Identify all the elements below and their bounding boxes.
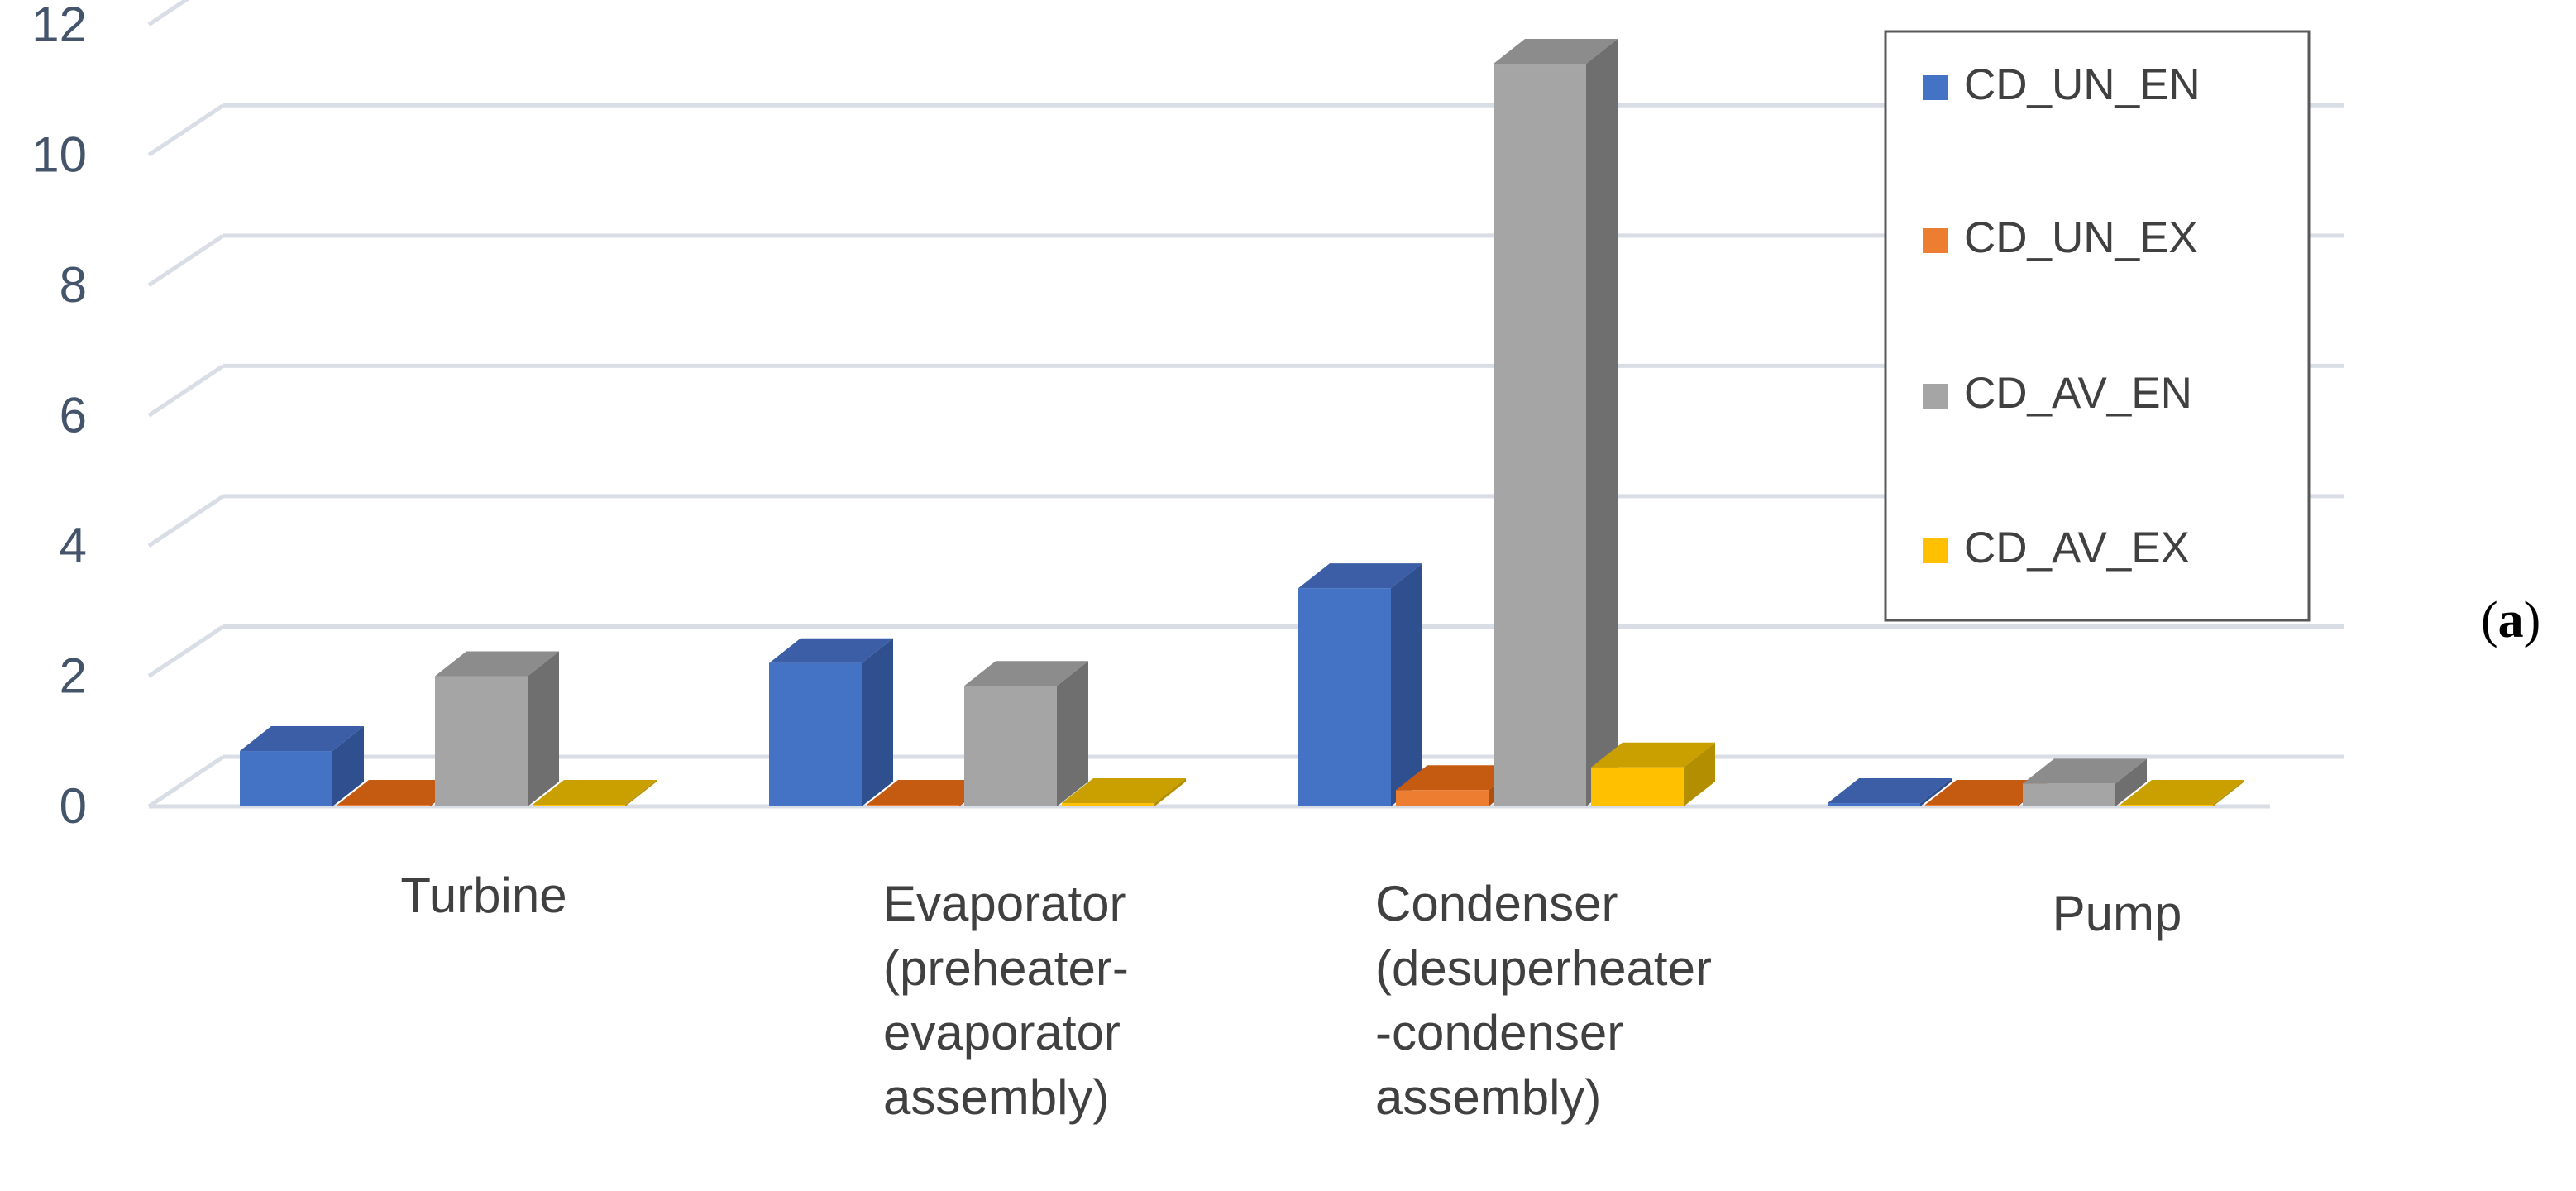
bar-top (240, 726, 364, 752)
bar-top (1396, 765, 1520, 791)
bar-top (1062, 778, 1186, 804)
bar-side (862, 638, 893, 806)
y-tick-label: 10 (31, 127, 87, 182)
bar-top (2023, 758, 2147, 784)
bar-top (435, 651, 559, 677)
bar-top (533, 780, 657, 805)
y-tick-label: 0 (60, 778, 87, 834)
bar-top (867, 780, 991, 805)
bar-front (964, 686, 1057, 806)
legend-swatch (1923, 538, 1948, 563)
bar-side (528, 651, 559, 806)
category-label: Pump (2053, 886, 2182, 941)
panel-label-letter: a (2498, 592, 2524, 648)
bar-top (1494, 39, 1618, 65)
panel-label-close: ) (2524, 592, 2541, 648)
bar-top (1298, 563, 1422, 589)
bar-cd-un-en (769, 638, 893, 806)
bar-front (1298, 588, 1391, 806)
bar-cd-av-ex (533, 780, 657, 806)
bar-top (964, 661, 1088, 686)
bar-cd-un-en (240, 726, 364, 806)
bar-side (2115, 758, 2147, 806)
category-label: -condenser (1375, 1005, 1623, 1060)
bar-side (1391, 563, 1422, 806)
bar-front (435, 676, 528, 806)
legend-box (1884, 30, 2311, 622)
legend-label: CD_AV_EX (1964, 524, 2190, 572)
bar-cd-av-ex (1062, 778, 1186, 806)
bar-top (337, 780, 461, 805)
bar-front (867, 805, 959, 806)
y-tick-label: 8 (60, 257, 87, 313)
y-axis-ticks: 0 2 4 6 8 10 12 (31, 0, 87, 834)
panel-label-text: (a) (2481, 592, 2540, 648)
panel-label: (a) (2481, 592, 2540, 648)
gridline-diagonal (147, 754, 225, 809)
category-labels: Turbine Evaporator (preheater-evaporator as… (400, 868, 2182, 1125)
bar-side (2213, 780, 2244, 806)
bar-top (1591, 742, 1715, 768)
bar-cd-av-en (2023, 758, 2147, 806)
bar-front (1062, 803, 1154, 806)
bar-front (337, 805, 430, 806)
category-label: Turbine (400, 868, 566, 923)
bar-side (1684, 742, 1715, 806)
y-tick-label: 6 (60, 387, 87, 442)
bar-top (769, 638, 893, 663)
bar-front (1494, 64, 1586, 806)
bar-top (2120, 780, 2244, 805)
legend-label: CD_AV_EN (1964, 369, 2192, 418)
bar-cd-un-en (1298, 563, 1422, 806)
legend-swatch (1923, 75, 1948, 100)
bar-front (769, 662, 862, 806)
gridline-diagonal (147, 103, 225, 157)
gridline-diagonal (147, 364, 225, 418)
bar-front (240, 751, 332, 806)
bar-side (1154, 778, 1186, 806)
gridline-diagonal (147, 0, 190, 26)
legend-swatch (1923, 228, 1948, 253)
y-tick-label: 12 (31, 0, 87, 52)
legend-label: CD_UN_EX (1964, 213, 2198, 262)
bar-cd-av-ex (2120, 780, 2244, 806)
legend: CD_UN_EN CD_UN_EX CD_AV_EN CD_AV_EX (1884, 30, 2311, 622)
bar-side (625, 780, 657, 806)
legend-swatch (1923, 384, 1948, 409)
bar-side (1586, 39, 1618, 806)
bar-cd-av-en (435, 651, 559, 806)
gridline-diagonal (147, 624, 225, 678)
y-tick-label: 4 (60, 518, 87, 573)
bar-cd-un-en (1828, 778, 1952, 806)
category-label: assembly) (1375, 1069, 1601, 1125)
category-label: (preheater- (883, 940, 1129, 996)
bar-front (1828, 803, 1920, 806)
category-label: assembly) (883, 1069, 1109, 1125)
category-label: (desuperheater (1375, 940, 1712, 996)
bar-cd-av-ex (1591, 742, 1715, 806)
bar-front (1925, 805, 2018, 806)
bar-cd-av-en (1494, 39, 1618, 806)
bar-side (1057, 661, 1088, 806)
bar-top (1828, 778, 1952, 804)
bar-front (2120, 805, 2213, 806)
category-label: evaporator (883, 1005, 1121, 1060)
bar-top (1925, 780, 2049, 805)
gridline-diagonal (147, 233, 225, 287)
category-label: Evaporator (883, 876, 1126, 931)
gridline-diagonal (147, 494, 225, 548)
bar-front (2023, 783, 2115, 806)
bar-front (1591, 767, 1684, 806)
legend-label: CD_UN_EN (1964, 60, 2201, 109)
bar-cd-av-en (964, 661, 1088, 806)
bar-side (332, 726, 364, 806)
bar-front (1396, 790, 1489, 806)
bars (240, 39, 2244, 806)
panel-label-open: ( (2481, 592, 2498, 648)
bar-front (533, 805, 625, 806)
category-label: Condenser (1375, 876, 1618, 931)
y-tick-label: 2 (60, 648, 87, 703)
bar-side (1920, 778, 1952, 806)
